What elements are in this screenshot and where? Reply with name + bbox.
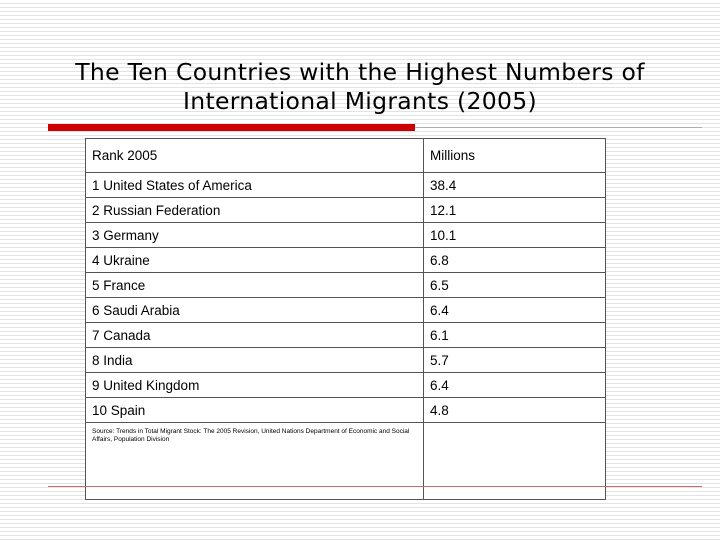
millions-cell: 6.5 [422,272,607,298]
source-note: Source: Trends in Total Migrant Stock: T… [92,428,410,443]
country-cell: 4 Ukraine [85,247,424,273]
country-cell: 2 Russian Federation [85,197,424,223]
country-cell: 6 Saudi Arabia [85,297,424,323]
header-millions: Millions [422,138,607,173]
country-cell: 3 Germany [85,222,424,248]
empty-cell [422,422,607,500]
table-row: 1 United States of America 38.4 [85,172,607,198]
table-row: 6 Saudi Arabia 6.4 [85,297,607,323]
country-cell: 1 United States of America [85,172,424,198]
millions-cell: 6.1 [422,322,607,348]
millions-cell: 10.1 [422,222,607,248]
header-rank: Rank 2005 [85,138,424,173]
millions-cell: 6.8 [422,247,607,273]
title-line-1: The Ten Countries with the Highest Numbe… [75,58,645,86]
millions-cell: 12.1 [422,197,607,223]
slide-title: The Ten Countries with the Highest Numbe… [40,58,680,116]
table-row: 9 United Kingdom 6.4 [85,372,607,398]
millions-cell: 6.4 [422,372,607,398]
migrants-table: Rank 2005 Millions 1 United States of Am… [85,138,607,500]
country-cell: 7 Canada [85,322,424,348]
table-row: 2 Russian Federation 12.1 [85,197,607,223]
source-row: Source: Trends in Total Migrant Stock: T… [85,422,607,500]
millions-cell: 6.4 [422,297,607,323]
table-row: 4 Ukraine 6.8 [85,247,607,273]
title-underline-red [48,124,415,131]
country-cell: 10 Spain [85,397,424,423]
country-cell: 8 India [85,347,424,373]
table-row: 7 Canada 6.1 [85,322,607,348]
table-row: 8 India 5.7 [85,347,607,373]
table-header-row: Rank 2005 Millions [85,138,607,173]
country-cell: 5 France [85,272,424,298]
country-cell: 9 United Kingdom [85,372,424,398]
table-row: 3 Germany 10.1 [85,222,607,248]
millions-cell: 5.7 [422,347,607,373]
millions-cell: 4.8 [422,397,607,423]
title-line-2: International Migrants (2005) [183,87,537,115]
table-row: 5 France 6.5 [85,272,607,298]
footer-rule [48,486,702,487]
millions-cell: 38.4 [422,172,607,198]
source-cell: Source: Trends in Total Migrant Stock: T… [85,422,424,500]
table-row: 10 Spain 4.8 [85,397,607,423]
